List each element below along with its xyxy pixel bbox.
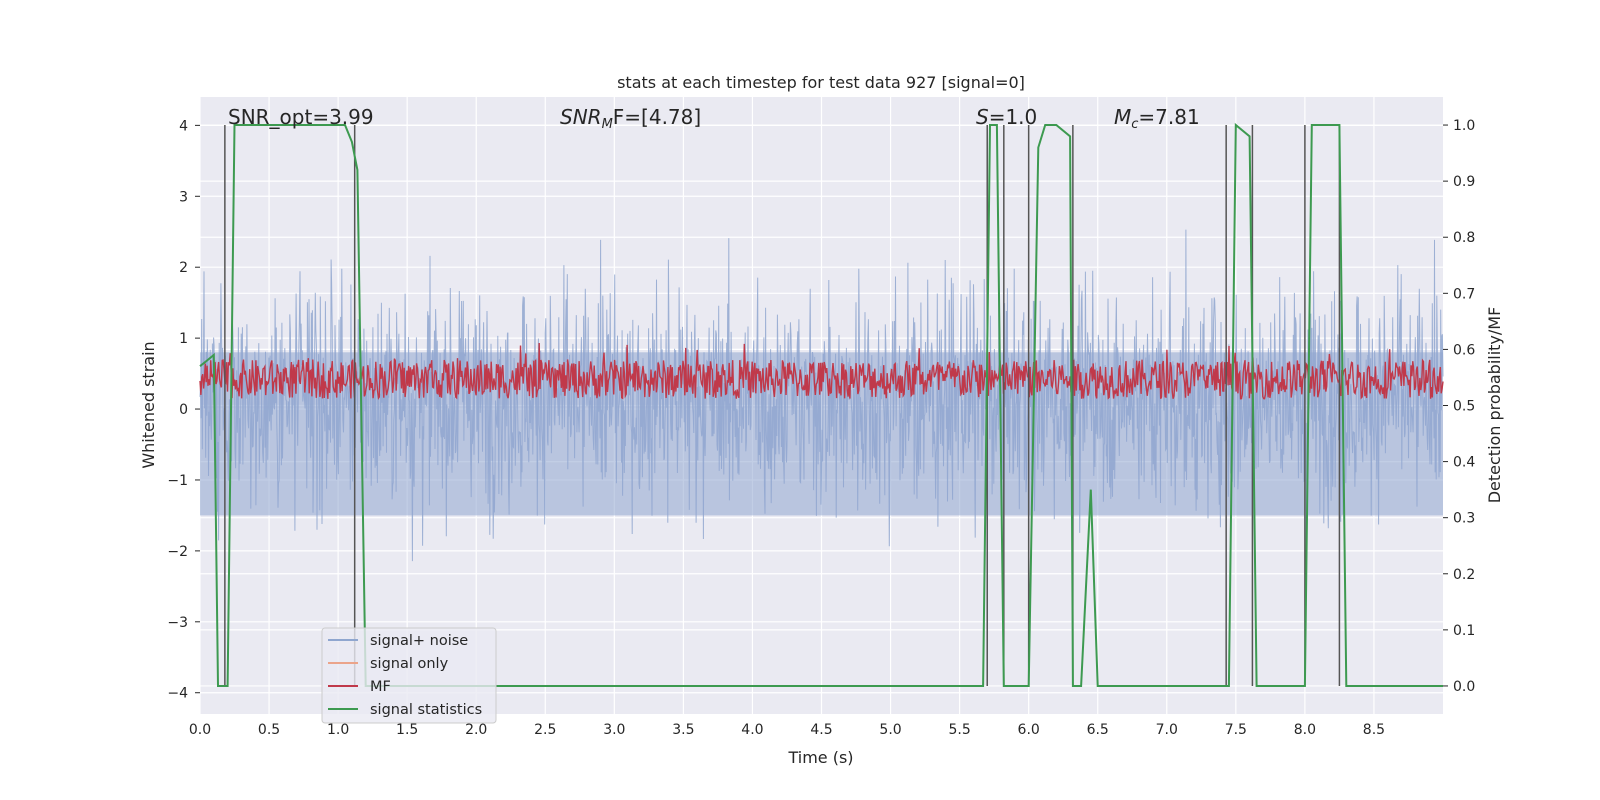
annotation-snr-mf: SNRMF=[4.78] [560,105,701,132]
y-tick-label: 2 [179,260,188,276]
x-tick-label: 5.0 [879,722,901,738]
y2-ticks: 1.0 0.9 0.8 0.7 0.6 0.5 0.4 0.3 0.2 0.1 0.0 [1443,118,1475,695]
y-axis-label: Whitened strain [139,341,158,468]
x-axis-label: Time (s) [787,748,853,767]
y2-tick-label: 0.1 [1453,623,1475,639]
signal-statistics-series [199,122,1443,687]
y2-tick-label: 0.4 [1453,455,1475,471]
legend-label-noise: signal+ noise [370,633,468,649]
x-tick-label: 3.0 [603,722,625,738]
x-ticks: 0.0 0.5 1.0 1.5 2.0 2.5 3.0 3.5 4.0 4.5 5.0 5.5 6.0 6… [189,722,1385,738]
signal-statistics-line [199,122,1443,687]
x-tick-label: 8.0 [1294,722,1316,738]
x-tick-label: 7.5 [1225,722,1247,738]
x-tick-label: 6.5 [1087,722,1109,738]
legend-label-signal-only: signal only [370,656,449,672]
y2-axis-label: Detection probability/MF [1485,307,1504,504]
legend-box [321,627,497,724]
legend-label-signal-statistics: signal statistics [370,702,482,718]
annotation-mc: Mc=7.81 [1114,105,1200,132]
x-tick-label: 1.0 [327,722,349,738]
y2-tick-label: 0.8 [1453,230,1475,246]
y-tick-label: 3 [179,189,188,205]
y2-tick-label: 1.0 [1453,118,1475,134]
x-tick-label: 8.5 [1363,722,1385,738]
x-tick-label: 4.5 [810,722,832,738]
y2-tick-label: 0.7 [1453,286,1475,302]
y2-tick-label: 0.9 [1453,174,1475,190]
x-tick-label: 6.0 [1018,722,1040,738]
y-tick-label: −4 [167,686,188,702]
y-tick-label: 1 [179,331,188,347]
legend-label-mf: MF [370,679,391,695]
x-tick-label: 2.5 [534,722,556,738]
annotation-snr-opt: SNR_opt=3.99 [228,105,374,129]
x-tick-label: 5.5 [948,722,970,738]
x-tick-label: 0.0 [189,722,211,738]
x-tick-label: 2.0 [465,722,487,738]
x-tick-label: 1.5 [396,722,418,738]
y2-tick-label: 0.2 [1453,567,1475,583]
x-tick-label: 4.0 [741,722,763,738]
y-tick-label: 4 [179,118,188,134]
y2-tick-label: 0.6 [1453,342,1475,358]
x-tick-label: 7.0 [1156,722,1178,738]
mf-line [199,342,1444,401]
y-tick-label: −3 [167,615,188,631]
x-tick-label: 3.5 [672,722,694,738]
y-tick-label: −2 [167,544,188,560]
y-ticks: 4 3 2 1 0 −1 −2 −3 −4 [167,118,200,702]
y-tick-label: −1 [167,473,188,489]
legend: signal+ noise signal only MF signal stat… [321,627,497,724]
y-tick-label: 0 [179,402,188,418]
chart-title: stats at each timestep for test data 927… [617,73,1025,92]
y2-tick-label: 0.5 [1453,399,1475,415]
annotation-s: S=1.0 [976,105,1037,129]
x-tick-label: 0.5 [258,722,280,738]
y2-tick-label: 0.3 [1453,511,1475,527]
mf-series [199,342,1444,401]
y2-tick-label: 0.0 [1453,679,1475,695]
